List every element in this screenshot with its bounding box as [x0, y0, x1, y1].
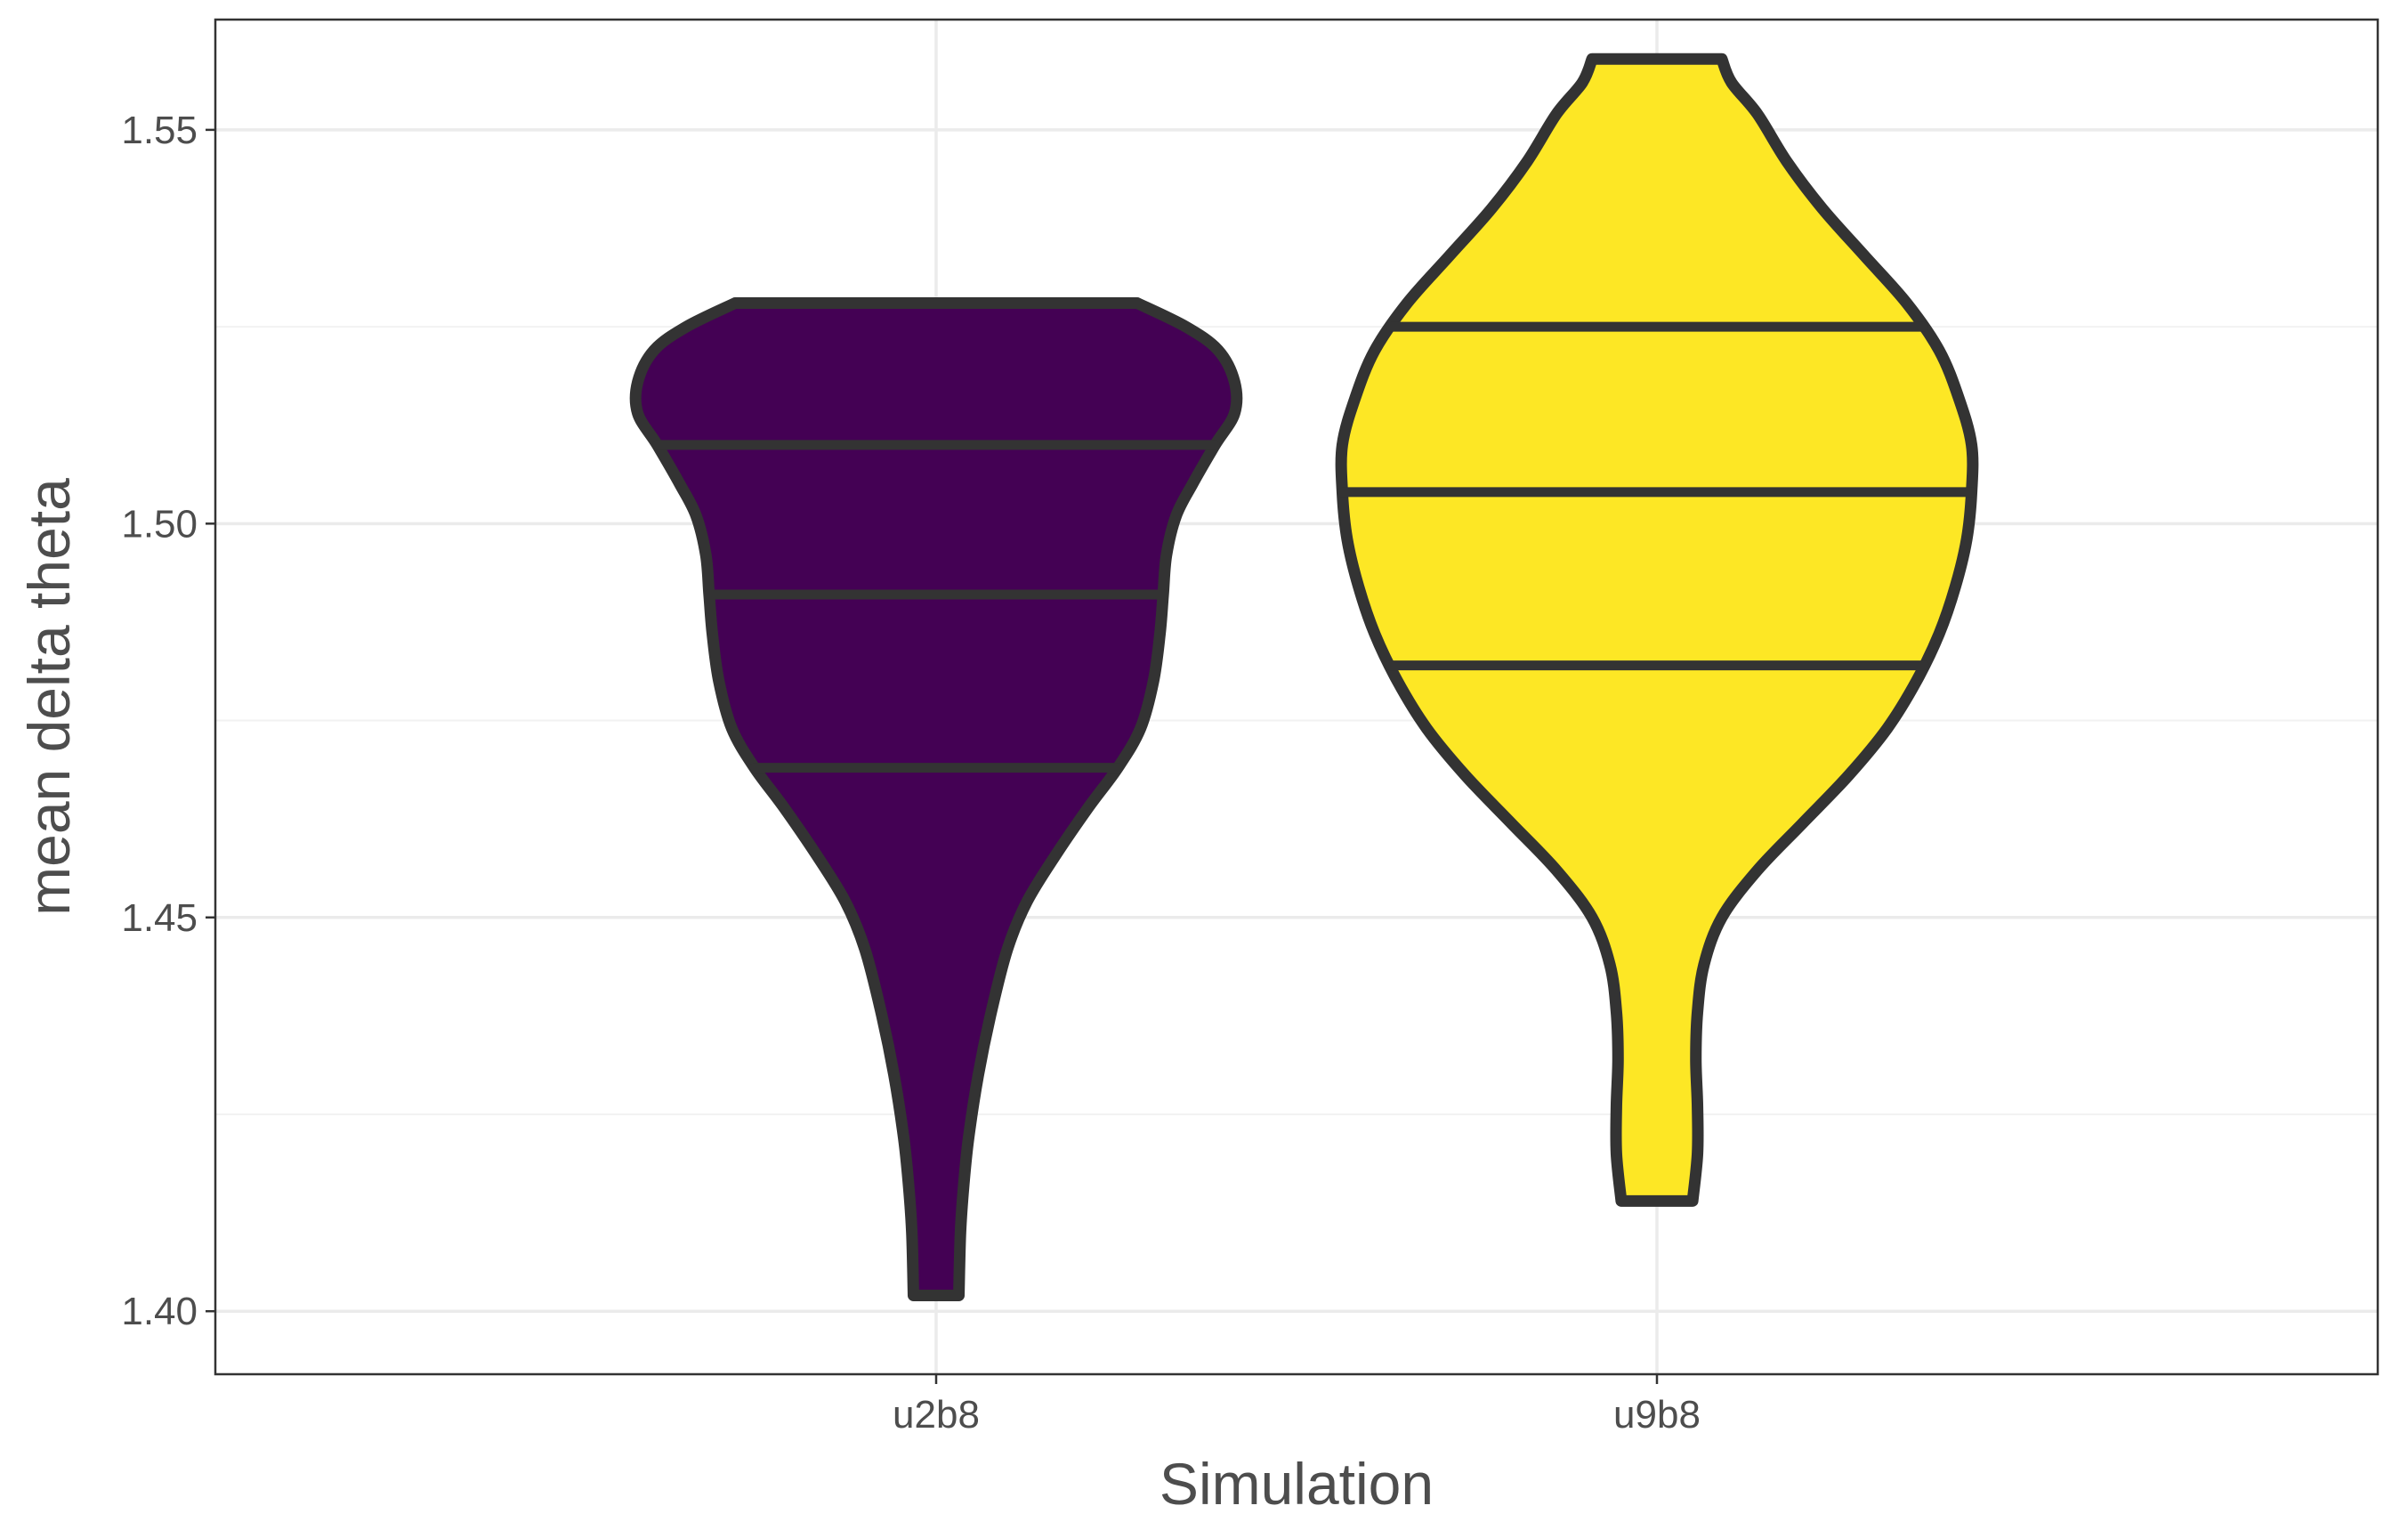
y-axis-title: mean delta theta — [16, 478, 82, 916]
y-tick-label: 1.55 — [121, 109, 198, 152]
violin-u9b8 — [1335, 53, 1979, 1207]
x-tick-label-u2b8: u2b8 — [893, 1393, 980, 1437]
violins — [629, 53, 1979, 1302]
y-tick-label: 1.50 — [121, 502, 198, 546]
axes: 1.40 1.45 1.50 1.55 u2b8 u9b8 — [121, 109, 1701, 1437]
y-tick-label: 1.45 — [121, 896, 198, 940]
x-tick-label-u9b8: u9b8 — [1613, 1393, 1701, 1437]
panel-border — [214, 18, 2380, 1376]
violin-u2b8 — [629, 297, 1243, 1302]
y-tick-label: 1.40 — [121, 1290, 198, 1333]
x-axis-title: Simulation — [1160, 1451, 1434, 1517]
